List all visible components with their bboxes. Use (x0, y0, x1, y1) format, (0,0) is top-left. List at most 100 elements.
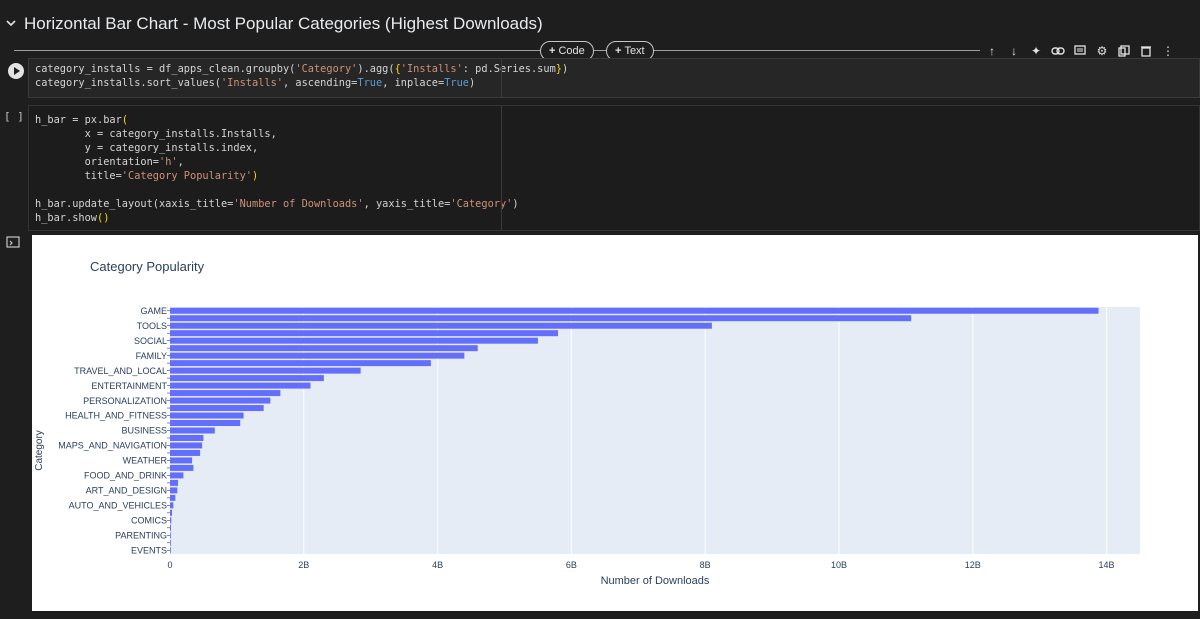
y-tick-label: AUTO_AND_VEHICLES (69, 501, 167, 511)
bar (170, 345, 478, 352)
y-tick-label: FAMILY (136, 351, 167, 361)
bar (170, 307, 1099, 314)
cell-execution-count[interactable]: [ ] (4, 110, 24, 123)
bar (170, 412, 244, 419)
add-code-label: Code (558, 45, 585, 57)
y-tick-label: PARENTING (115, 530, 167, 540)
run-cell-button[interactable] (8, 63, 24, 79)
bar-chart: 0 2B 4B 6B 8B 10B 12B 14B GAME TOOLS SOCIAL FAMILY T… (34, 306, 1140, 587)
bar (170, 532, 171, 539)
y-axis-title: Category (34, 430, 45, 471)
bar (170, 420, 241, 427)
x-tick-label: 14B (1099, 560, 1115, 570)
chevron-down-icon[interactable] (4, 16, 18, 30)
y-tick-label: BUSINESS (121, 426, 167, 436)
ruler-line (501, 106, 502, 230)
bar (170, 502, 174, 509)
arrow-down-icon[interactable]: ↓ (1011, 44, 1017, 58)
bar (170, 487, 178, 494)
x-tick-label: 10B (831, 560, 847, 570)
bar (170, 517, 172, 524)
plot-output: Category Popularity 0 2B 4B 6B 8B 10B 12B 14B GA… (32, 235, 1198, 611)
code-line: h_bar.update_layout(xaxis_title='Number … (35, 198, 519, 210)
y-tick-label: TRAVEL_AND_LOCAL (74, 366, 167, 376)
add-text-label: Text (624, 45, 645, 57)
bar (170, 390, 281, 397)
bar (170, 337, 538, 344)
y-tick-label: GAME (140, 306, 167, 316)
add-code-button[interactable]: + Code (540, 41, 594, 61)
bar (170, 442, 203, 449)
code-line: x = category_installs.Installs, (35, 128, 277, 140)
divider (14, 50, 980, 51)
add-text-button[interactable]: + Text (606, 41, 654, 61)
y-tick-label: WEATHER (123, 456, 168, 466)
sparkle-icon[interactable]: ✦ (1030, 44, 1042, 58)
bar (170, 397, 271, 404)
x-tick-label: 4B (432, 560, 443, 570)
more-icon[interactable]: ⋮ (1162, 44, 1174, 58)
x-tick-label: 6B (566, 560, 577, 570)
bar (170, 479, 179, 486)
code-token: 'Category' (295, 63, 358, 75)
code-line: category_installs = df_apps_clean.groupb… (35, 63, 569, 75)
bar (170, 464, 194, 471)
y-tick-label: COMICS (131, 516, 167, 526)
x-tick-label: 2B (298, 560, 309, 570)
code-cell-2[interactable]: h_bar = px.bar( x = category_installs.In… (28, 105, 1200, 231)
y-tick-label: EVENTS (131, 545, 167, 555)
bar (170, 360, 431, 367)
gear-icon[interactable]: ⚙ (1096, 44, 1108, 58)
ruler-line (501, 59, 502, 97)
bar (170, 494, 176, 501)
section-title: Horizontal Bar Chart - Most Popular Cate… (24, 14, 543, 33)
bar (170, 449, 201, 456)
code-line: h_bar = px.bar( (35, 114, 128, 126)
cell-toolbar: ↑ ↓ ✦ ⚙ ⋮ (982, 42, 1178, 60)
bar (170, 509, 173, 516)
link-icon[interactable] (1048, 42, 1068, 60)
bar (170, 405, 264, 412)
bar (170, 315, 912, 322)
y-tick-label: SOCIAL (134, 336, 167, 346)
plot-area (170, 307, 1140, 554)
bar (170, 457, 193, 464)
y-tick-label: PERSONALIZATION (83, 396, 167, 406)
bar (170, 427, 215, 434)
bar (170, 330, 558, 337)
y-tick-label: ART_AND_DESIGN (86, 486, 167, 496)
y-tick-label: HEALTH_AND_FITNESS (65, 411, 167, 421)
bar (170, 472, 184, 479)
bar (170, 375, 324, 382)
bar (170, 382, 311, 389)
code-line: category_installs.sort_values('Installs'… (35, 77, 476, 89)
bar (170, 547, 171, 554)
code-line: orientation='h', (35, 156, 184, 168)
x-tick-label: 12B (965, 560, 981, 570)
code-line: y = category_installs.index, (35, 142, 259, 154)
y-tick-label: TOOLS (137, 321, 167, 331)
code-cell-1[interactable]: category_installs = df_apps_clean.groupb… (28, 58, 1200, 98)
add-cell-bar: + Code + Text (0, 40, 1200, 62)
bar (170, 524, 172, 531)
arrow-up-icon[interactable]: ↑ (989, 44, 995, 58)
code-line: title='Category Popularity') (35, 170, 259, 182)
x-axis-title: Number of Downloads (601, 575, 710, 587)
mirror-icon[interactable] (1114, 42, 1134, 60)
comment-icon[interactable] (1070, 42, 1090, 60)
y-tick-label: MAPS_AND_NAVIGATION (58, 441, 167, 451)
x-tick-label: 8B (700, 560, 711, 570)
code-line: h_bar.show() (35, 212, 110, 224)
bar (170, 352, 465, 359)
output-toggle-icon[interactable] (6, 235, 20, 249)
section-header: Horizontal Bar Chart - Most Popular Cate… (0, 10, 1200, 40)
y-tick-label: ENTERTAINMENT (91, 381, 167, 391)
bar (170, 434, 204, 441)
chart-title: Category Popularity (90, 259, 205, 274)
y-tick-label: FOOD_AND_DRINK (84, 471, 167, 481)
bar (170, 367, 361, 374)
bar (170, 539, 171, 546)
x-tick-label: 0 (167, 560, 172, 570)
delete-icon[interactable] (1136, 42, 1156, 60)
bar (170, 322, 712, 329)
